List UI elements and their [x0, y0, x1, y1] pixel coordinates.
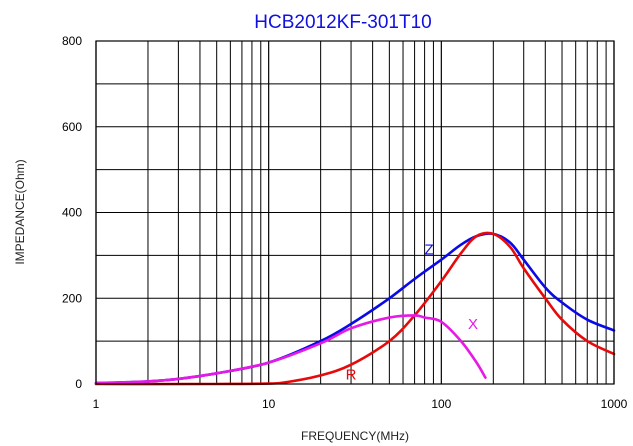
y-tick-label: 600: [62, 120, 82, 134]
x-tick-label: 1000: [601, 397, 628, 411]
y-tick-label: 0: [75, 377, 82, 391]
y-tick-labels: 0 200 400 600 800: [62, 34, 82, 391]
y-tick-label: 400: [62, 206, 82, 220]
y-tick-label: 800: [62, 34, 82, 48]
y-tick-label: 200: [62, 291, 82, 305]
y-axis-label: IMPEDANCE(Ohm): [13, 159, 27, 264]
series-line-x: [94, 314, 487, 385]
series-line-r: [94, 231, 616, 386]
series-labels: Z R X: [346, 241, 478, 383]
x-tick-label: 1: [93, 397, 100, 411]
series-label-z: Z: [425, 241, 434, 258]
series-label-x: X: [468, 316, 478, 333]
x-tick-label: 100: [431, 397, 451, 411]
x-tick-label: 10: [262, 397, 276, 411]
x-axis-label: FREQUENCY(MHz): [301, 429, 409, 443]
chart-title: HCB2012KF-301T10: [254, 12, 431, 33]
plot-frame: [95, 40, 615, 385]
x-tick-labels: 1 10 100 1000: [93, 397, 628, 411]
series-label-r: R: [346, 367, 357, 384]
series-layer: [94, 231, 616, 386]
